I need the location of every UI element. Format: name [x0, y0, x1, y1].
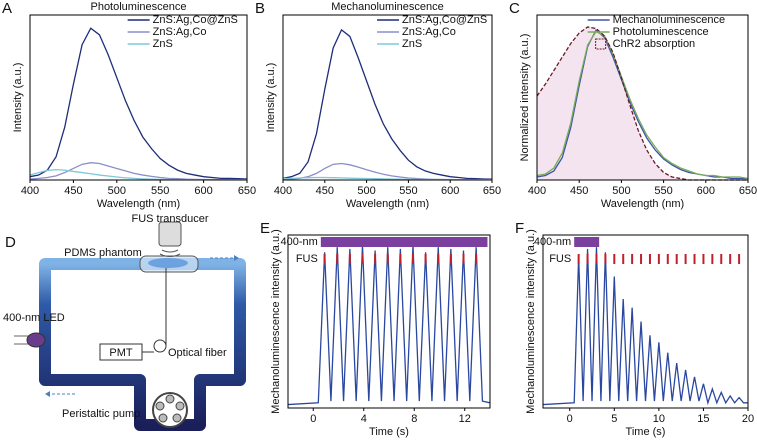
panel-label: F: [515, 220, 524, 237]
light-bar: [320, 237, 488, 247]
x-tick-label: 0: [567, 413, 573, 425]
panel-label: D: [5, 234, 16, 251]
legend-label: ZnS:Ag,Co: [402, 26, 456, 38]
legend-swatch: [595, 38, 607, 50]
x-tick-label: 550: [399, 185, 417, 197]
panel-label: C: [509, 0, 520, 17]
label: Optical fiber: [168, 347, 227, 359]
x-tick-label: 0: [310, 413, 316, 425]
series-line: [536, 28, 748, 180]
x-tick-label: 550: [654, 185, 672, 197]
panel-label: B: [255, 0, 265, 17]
fus-label: FUS: [549, 253, 571, 265]
x-tick-label: 20: [742, 413, 754, 425]
label: 400-nm LED: [3, 312, 65, 324]
x-tick-label: 600: [194, 185, 212, 197]
series-line: [536, 30, 749, 180]
x-tick-label: 12: [459, 413, 471, 425]
series-line: [542, 247, 748, 406]
plot-frame: [536, 14, 749, 181]
fus-label: FUS: [296, 253, 318, 265]
transducer: [158, 221, 182, 247]
x-tick-label: 8: [411, 413, 417, 425]
series-line: [287, 245, 491, 406]
light-bar: [574, 237, 600, 247]
label: PDMS phantom: [64, 247, 142, 259]
focus: [148, 258, 188, 268]
fiber-coil: [153, 339, 167, 353]
legend-label: ZnS:Ag,Co@ZnS: [402, 14, 487, 26]
light-label: 400-nm: [281, 236, 318, 248]
x-tick-label: 650: [483, 185, 501, 197]
x-tick-label: 10: [653, 413, 665, 425]
legend-label: ZnS:Ag,Co: [153, 26, 207, 38]
plot-frame: [29, 14, 248, 181]
light-label: 400-nm: [534, 236, 571, 248]
flow-arrow: [50, 257, 234, 395]
diagram: D FUS transducer PDMS phantom 400-nm LED…: [3, 213, 246, 431]
x-tick-label: 15: [697, 413, 709, 425]
pump-rollers: [155, 394, 185, 423]
x-tick-label: 4: [361, 413, 367, 425]
x-axis-label: Time (s): [626, 426, 666, 438]
x-axis-label: Time (s): [369, 426, 409, 438]
legend-label: ZnS:Ag,Co@ZnS: [153, 14, 238, 26]
legend-label: Mechanoluminescence: [613, 14, 726, 26]
x-tick-label: 400: [274, 185, 292, 197]
x-tick-label: 500: [108, 185, 126, 197]
led: [26, 332, 46, 348]
x-axis-label: Wavelength (nm): [601, 198, 684, 210]
series-line: [282, 28, 493, 180]
y-axis-label: Mechanoluminescence intensity (a.u.): [270, 229, 282, 414]
legend-label: Photoluminescence: [613, 26, 709, 38]
x-tick-label: 500: [612, 185, 630, 197]
x-axis-label: Wavelength (nm): [346, 198, 429, 210]
label: PMT: [109, 347, 133, 359]
chart-title: Mechanoluminescence: [331, 1, 444, 13]
x-tick-label: 400: [528, 185, 546, 197]
label: Peristaltic pump: [62, 408, 140, 420]
led-leads: [14, 335, 30, 345]
label: FUS transducer: [131, 213, 208, 225]
x-tick-label: 450: [316, 185, 334, 197]
tubing: [39, 258, 246, 431]
chart-title: Photoluminescence: [90, 1, 186, 13]
plot-frame: [282, 14, 493, 181]
y-axis-label: Normalized intensity (a.u.): [519, 34, 531, 162]
x-tick-label: 650: [238, 185, 256, 197]
y-axis-label: Intensity (a.u.): [12, 63, 24, 133]
x-tick-label: 600: [697, 185, 715, 197]
panel-label: A: [2, 0, 12, 17]
x-tick-label: 650: [739, 185, 757, 197]
plot-frame: [287, 234, 491, 409]
plot-frame: [542, 234, 749, 409]
x-axis-label: Wavelength (nm): [97, 198, 180, 210]
x-tick-label: 5: [611, 413, 617, 425]
panel-label: E: [260, 220, 270, 237]
waves: [159, 249, 181, 257]
area-fill: [537, 27, 748, 180]
x-tick-label: 550: [151, 185, 169, 197]
legend-label: ZnS: [153, 38, 173, 50]
x-tick-label: 500: [357, 185, 375, 197]
y-axis-label: Intensity (a.u.): [265, 63, 277, 133]
series-line: [29, 27, 248, 180]
x-tick-label: 450: [570, 185, 588, 197]
x-tick-label: 400: [21, 185, 39, 197]
legend-label: ZnS: [402, 38, 422, 50]
y-axis-label: Mechanoluminescence intensity (a.u.): [525, 229, 537, 414]
legend-label: ChR2 absorption: [613, 38, 696, 50]
x-tick-label: 450: [64, 185, 82, 197]
x-tick-label: 600: [441, 185, 459, 197]
